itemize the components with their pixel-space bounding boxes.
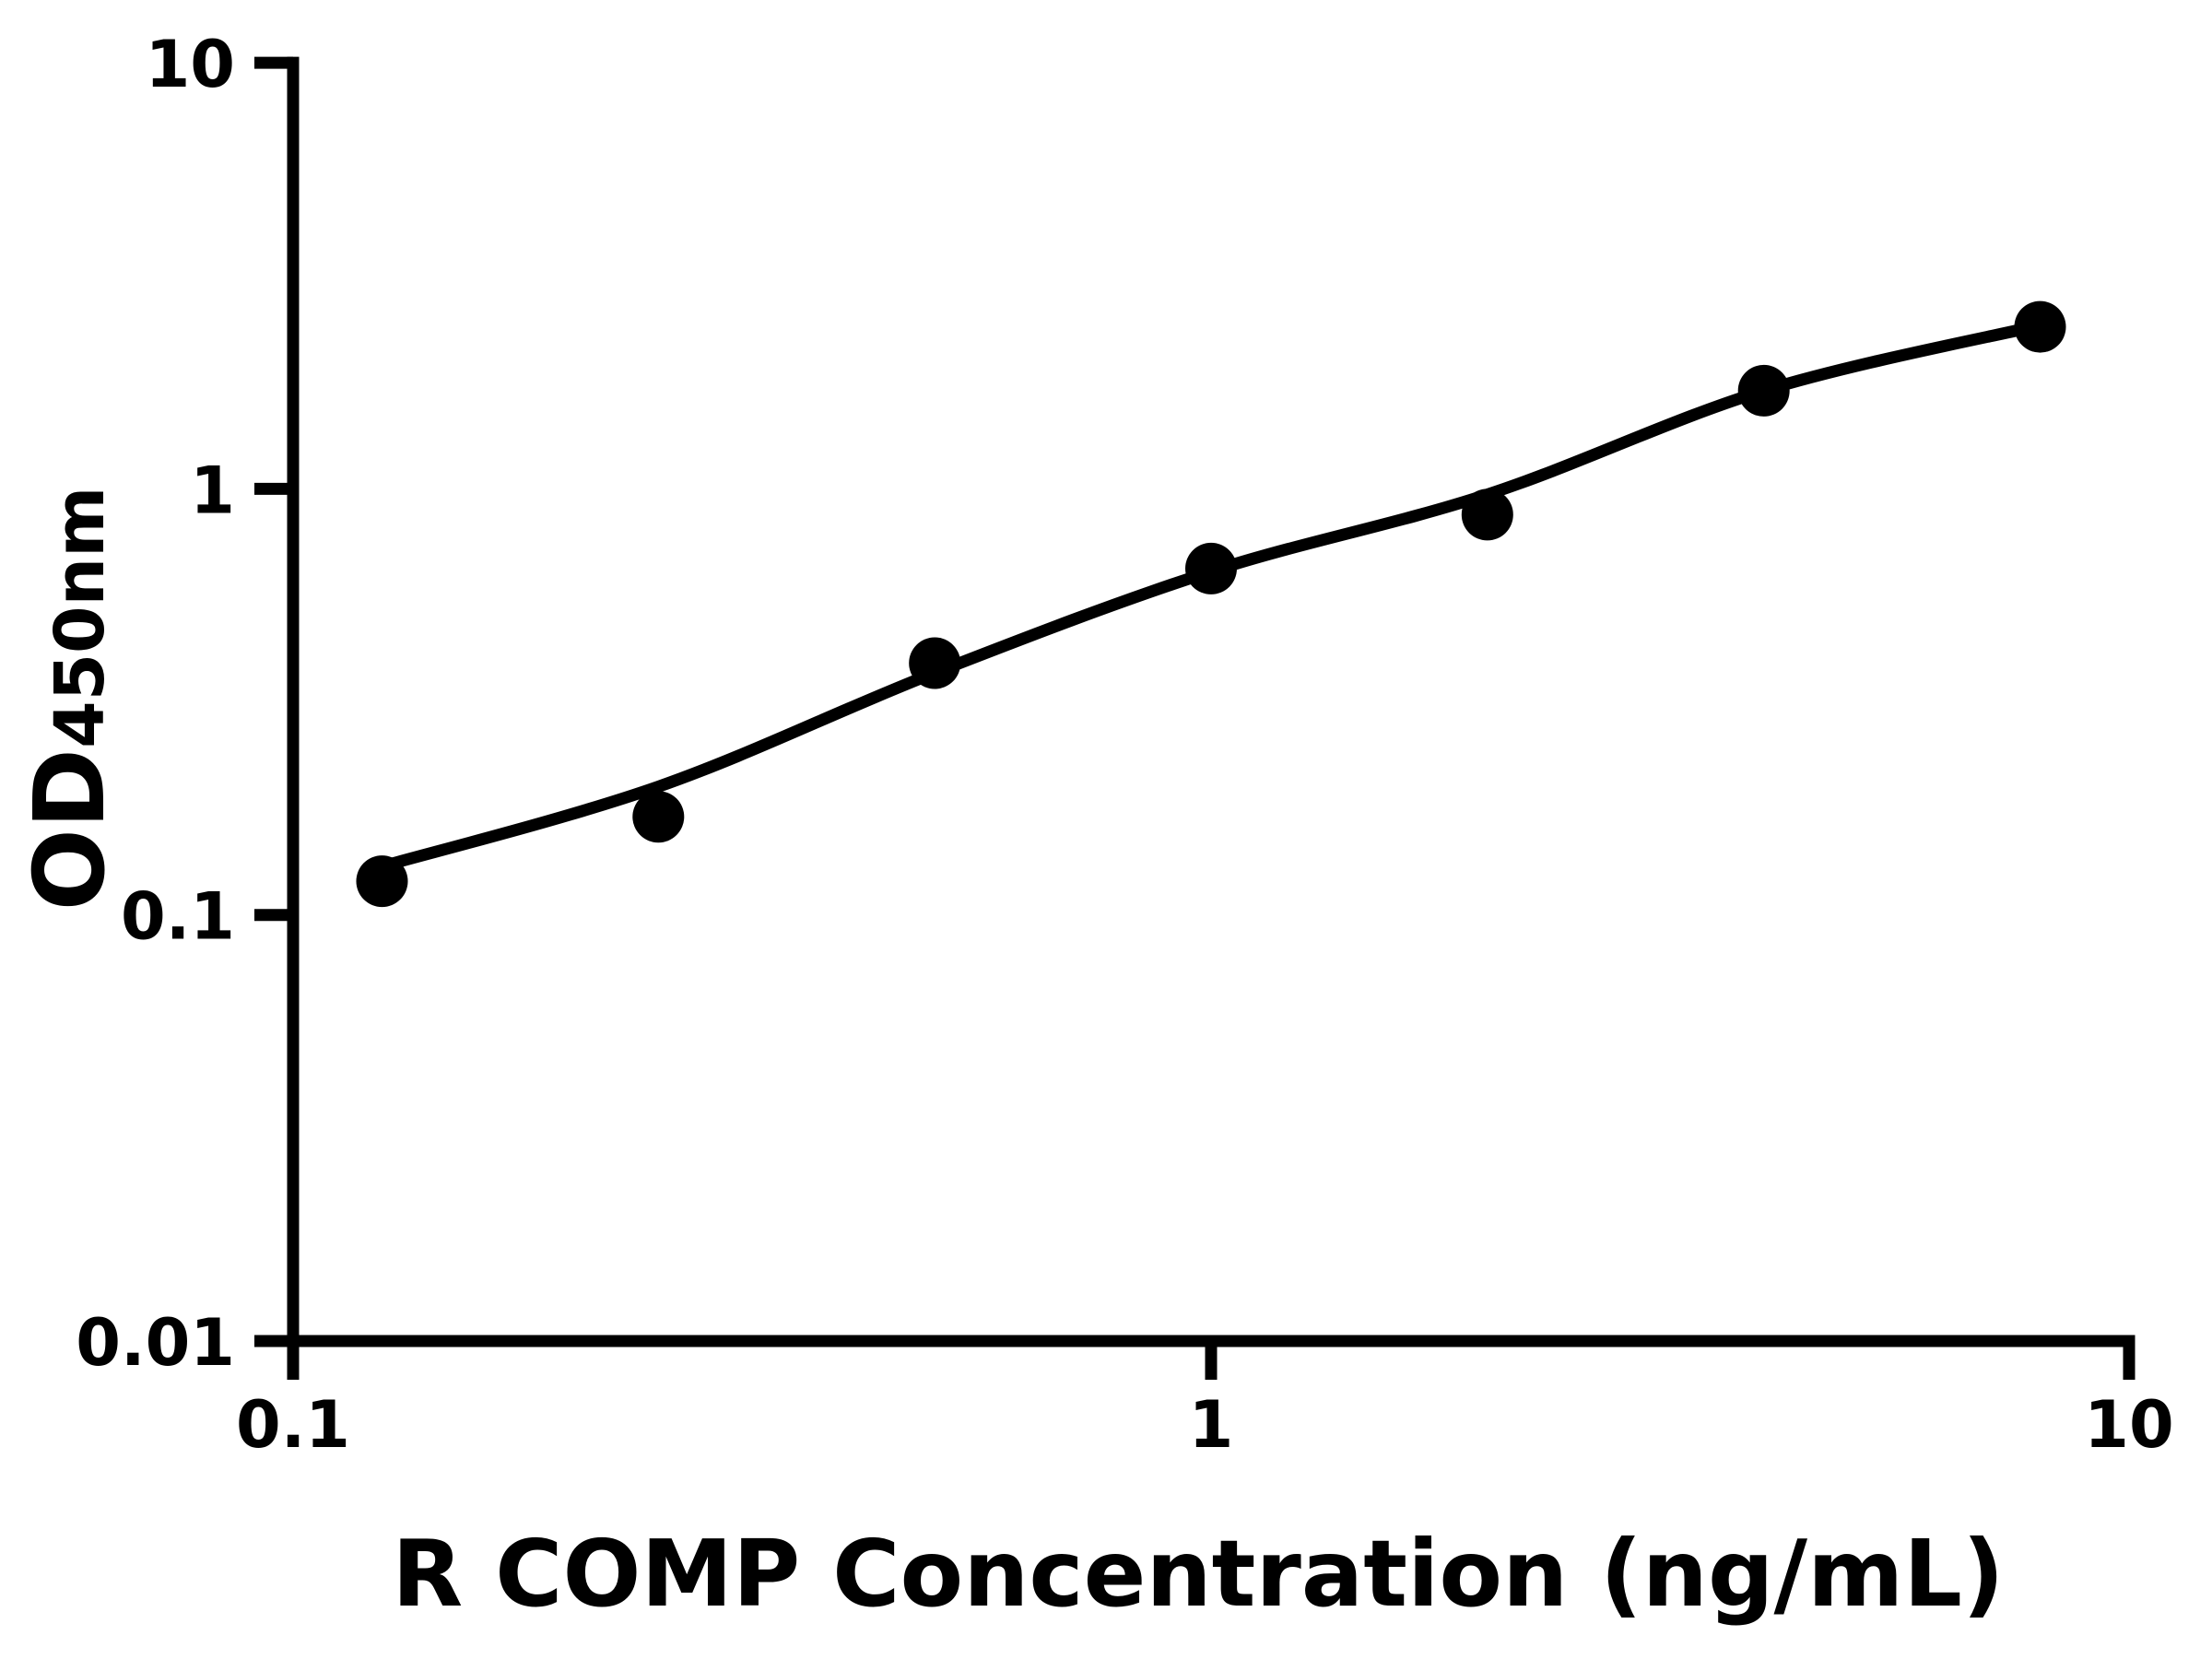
axes [287,56,2136,1347]
data-point-4 [1737,364,1790,417]
y-axis-title-subscript: 450nm [41,487,120,748]
data-point-0.125 [356,855,408,908]
y-axis-title: OD450nm [14,487,126,912]
standard-curve-line [376,319,2046,873]
y-tick-label-0.01: 0.01 [76,1305,235,1381]
data-point-0.25 [632,791,685,843]
data-point-1 [1185,542,1237,594]
data-point-2 [1461,488,1513,541]
x-axis-title: R COMP Concentration (ng/mL) [392,1520,2004,1628]
y-axis-title-main: OD [14,748,126,911]
y-tick-label-1: 1 [190,453,235,528]
data-point-0.5 [909,637,961,689]
fit-curve [376,319,2046,873]
data-point-8 [2014,300,2066,353]
x-tick-label-1: 1 [1189,1387,1234,1463]
data-points [356,300,2066,908]
x-tick-label-10: 10 [2084,1387,2173,1463]
axis-spine [287,56,2136,1347]
y-tick-label-0.1: 0.1 [121,879,235,955]
y-tick-label-10: 10 [146,27,235,102]
x-tick-label-0.1: 0.1 [236,1387,350,1463]
axis-ticks [254,56,2136,1380]
